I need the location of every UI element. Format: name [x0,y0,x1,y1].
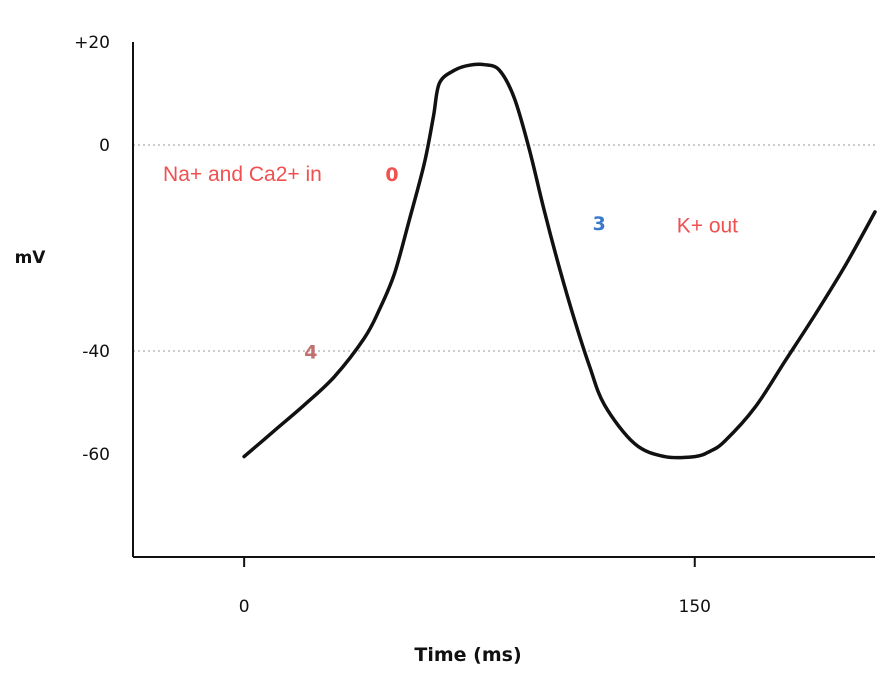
y-tick-label: 0 [99,136,110,156]
grid-layer [133,144,875,352]
y-tick-label: +20 [74,33,110,53]
series-layer [242,62,877,460]
x-axis-label: Time (ms) [414,644,521,666]
axes-layer [132,42,875,558]
membrane-potential-line [242,62,877,460]
y-tick-labels: +20 0 -40 -60 [74,33,110,465]
y-axis-label: mV [15,248,47,268]
ion-annotation: K+ out [677,215,738,238]
phase-label: 4 [304,342,317,364]
phase-label: 3 [593,213,606,235]
x-tick-label: 150 [679,597,711,617]
x-tick-label: 0 [239,597,250,617]
ion-annotation: Na+ and Ca2+ in [163,163,322,186]
annotations-layer: Na+ and Ca2+ in 0 3 K+ out 4 [163,163,738,364]
x-tick-labels: 0 150 [239,557,711,617]
y-tick-label: -40 [82,342,110,362]
y-tick-label: -60 [82,445,110,465]
phase-label: 0 [385,164,398,186]
